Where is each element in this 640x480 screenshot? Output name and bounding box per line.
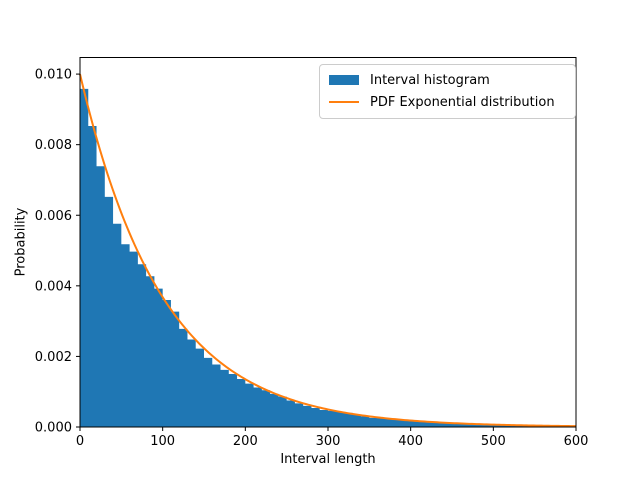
x-axis-title: Interval length [280, 452, 376, 467]
y-tick-label: 0.006 [35, 209, 72, 224]
y-axis-title: Probability [13, 207, 29, 277]
legend-label-pdf: PDF Exponential distribution [370, 94, 555, 110]
x-tick-label: 400 [398, 434, 423, 449]
legend-entry-histogram: Interval histogram [329, 72, 566, 88]
y-tick-label: 0.000 [35, 421, 72, 436]
x-tick-label: 500 [481, 434, 506, 449]
y-tick-label: 0.002 [35, 350, 72, 365]
x-tick-label: 600 [564, 434, 589, 449]
y-tick-label: 0.010 [35, 68, 72, 83]
x-tick-label: 300 [316, 434, 341, 449]
legend-entry-pdf: PDF Exponential distribution [329, 94, 566, 110]
x-tick-label: 0 [76, 434, 84, 449]
x-tick-label: 100 [150, 434, 175, 449]
pdf-curve [79, 73, 577, 428]
x-tick-label: 200 [233, 434, 258, 449]
histogram-bars [80, 88, 576, 427]
y-tick-label: 0.004 [35, 279, 72, 294]
legend-label-histogram: Interval histogram [370, 72, 490, 88]
histogram-swatch-icon [329, 75, 359, 85]
pdf-line-swatch-icon [329, 101, 359, 103]
y-tick-label: 0.008 [35, 138, 72, 153]
legend: Interval histogram PDF Exponential distr… [319, 64, 576, 119]
